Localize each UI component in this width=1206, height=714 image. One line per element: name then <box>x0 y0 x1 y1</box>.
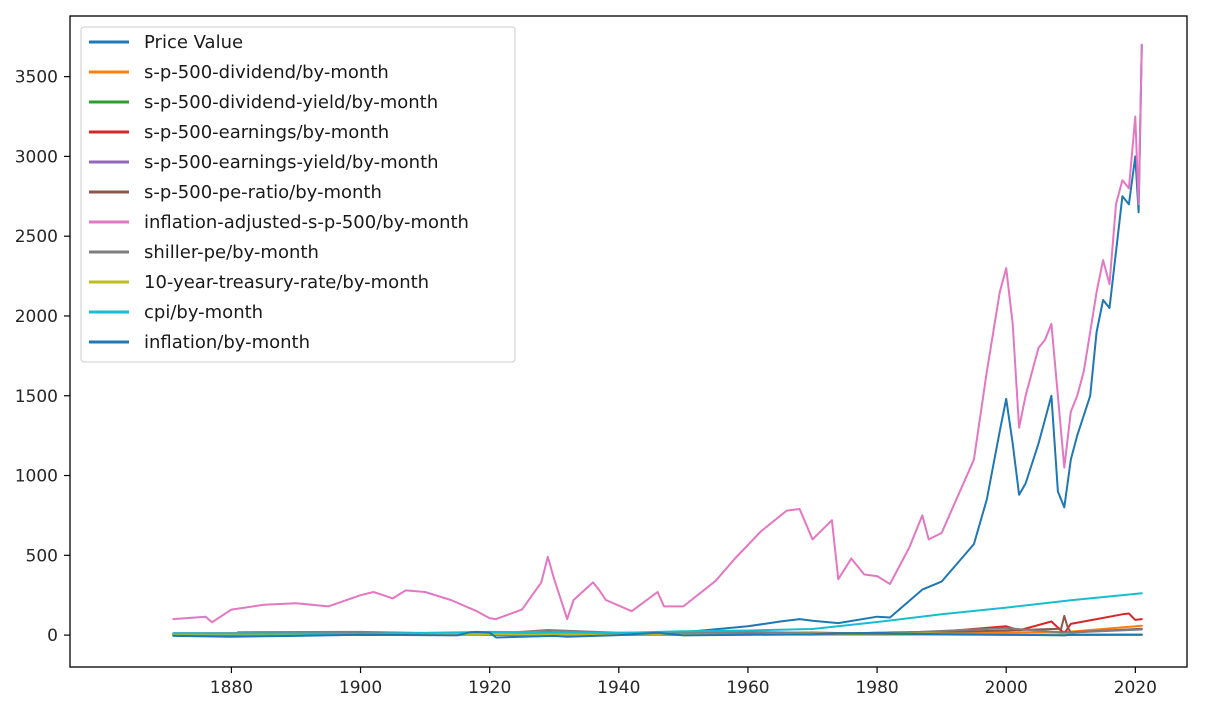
legend-label-1: s-p-500-dividend/by-month <box>144 62 389 83</box>
series-layer <box>172 43 1143 639</box>
series-line-6 <box>172 43 1143 624</box>
legend: Price Value s-p-500-dividend/by-month s-p-… <box>80 26 516 363</box>
x-tick-label: 2020 <box>1114 678 1157 698</box>
x-tick-label: 1960 <box>726 678 769 698</box>
legend-label-3: s-p-500-earnings/by-month <box>144 122 389 143</box>
legend-label-9: cpi/by-month <box>144 302 263 323</box>
x-tick-label: 1920 <box>468 678 511 698</box>
x-axis: 1880 1900 1920 1940 1960 1980 2000 2020 <box>210 667 1157 698</box>
legend-label-7: shiller-pe/by-month <box>144 242 319 263</box>
y-tick-label: 1500 <box>15 387 58 407</box>
y-tick-label: 2500 <box>15 227 58 247</box>
y-tick-label: 0 <box>47 626 58 646</box>
x-tick-label: 1980 <box>855 678 898 698</box>
y-tick-label: 500 <box>26 546 58 566</box>
x-tick-label: 2000 <box>985 678 1028 698</box>
legend-label-6: inflation-adjusted-s-p-500/by-month <box>144 212 469 233</box>
legend-label-2: s-p-500-dividend-yield/by-month <box>144 92 438 113</box>
y-axis: 0 500 1000 1500 2000 2500 3000 3500 <box>15 68 70 646</box>
legend-label-0: Price Value <box>144 32 243 53</box>
y-tick-label: 3000 <box>15 147 58 167</box>
x-tick-label: 1900 <box>339 678 382 698</box>
y-tick-label: 2000 <box>15 307 58 327</box>
series-line-10 <box>172 630 1143 639</box>
y-tick-label: 1000 <box>15 467 58 487</box>
plot-frame <box>69 15 1188 668</box>
legend-box <box>80 26 516 363</box>
legend-label-4: s-p-500-earnings-yield/by-month <box>144 152 439 173</box>
y-tick-label: 3500 <box>15 68 58 88</box>
legend-label-5: s-p-500-pe-ratio/by-month <box>144 182 382 203</box>
x-tick-label: 1880 <box>210 678 253 698</box>
legend-label-10: inflation/by-month <box>144 332 310 353</box>
legend-label-8: 10-year-treasury-rate/by-month <box>144 272 429 293</box>
x-tick-label: 1940 <box>597 678 640 698</box>
